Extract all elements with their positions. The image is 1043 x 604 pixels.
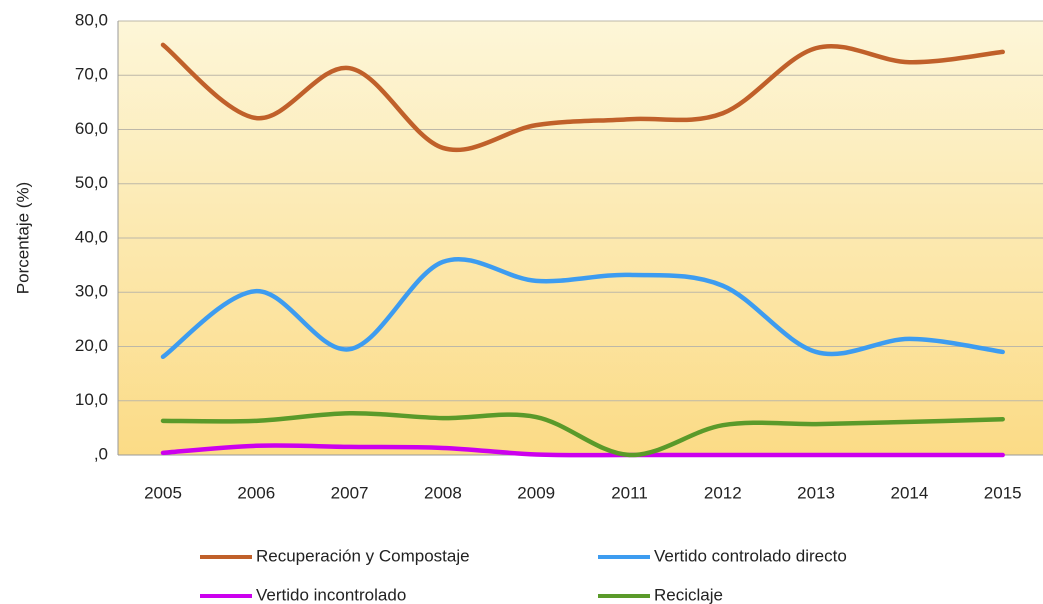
y-tick-label: 50,0 xyxy=(75,173,108,192)
line-series xyxy=(160,42,1005,153)
y-tick-label: 60,0 xyxy=(75,119,108,138)
y-tick-label: 30,0 xyxy=(75,282,108,301)
x-tick-label: 2008 xyxy=(424,483,462,502)
x-tick-label: 2012 xyxy=(704,483,742,502)
legend-label: Vertido incontrolado xyxy=(256,585,406,604)
line-series xyxy=(160,443,1005,458)
x-tick-label: 2006 xyxy=(237,483,275,502)
x-tick-label: 2007 xyxy=(331,483,369,502)
legend-label: Recuperación y Compostaje xyxy=(256,546,470,565)
legend-label: Reciclaje xyxy=(654,585,723,604)
x-tick-label: 2009 xyxy=(517,483,555,502)
y-tick-label: ,0 xyxy=(94,444,108,463)
x-tick-label: 2013 xyxy=(797,483,835,502)
x-tick-label: 2011 xyxy=(611,483,648,502)
legend-label: Vertido controlado directo xyxy=(654,546,847,565)
y-tick-label: 20,0 xyxy=(75,336,108,355)
y-tick-label: 80,0 xyxy=(75,10,108,29)
y-tick-label: 10,0 xyxy=(75,390,108,409)
y-axis-label: Porcentaje (%) xyxy=(13,182,32,294)
line-series xyxy=(160,256,1005,360)
x-tick-label: 2014 xyxy=(890,483,928,502)
x-tick-label: 2005 xyxy=(144,483,182,502)
x-tick-label: 2015 xyxy=(984,483,1022,502)
line-series xyxy=(160,410,1005,458)
y-tick-label: 40,0 xyxy=(75,227,108,246)
y-tick-label: 70,0 xyxy=(75,65,108,84)
